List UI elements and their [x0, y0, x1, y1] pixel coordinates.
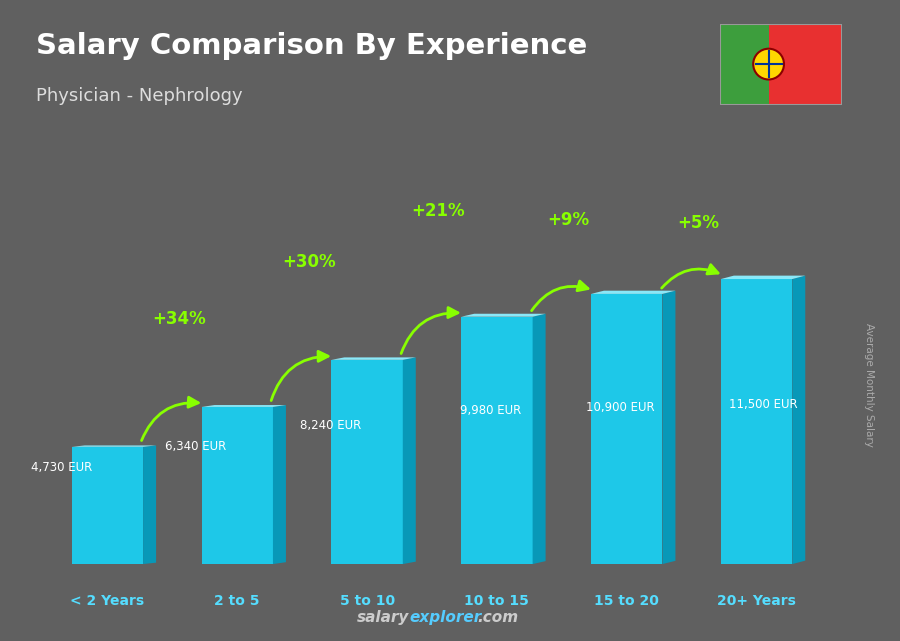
Polygon shape [72, 445, 156, 447]
Text: Average Monthly Salary: Average Monthly Salary [863, 322, 874, 447]
Polygon shape [721, 279, 792, 564]
Text: explorer: explorer [410, 610, 482, 625]
Text: 6,340 EUR: 6,340 EUR [165, 440, 226, 453]
Text: 9,980 EUR: 9,980 EUR [460, 404, 521, 417]
Text: 10,900 EUR: 10,900 EUR [586, 401, 654, 414]
Text: .com: .com [477, 610, 518, 625]
Text: +30%: +30% [282, 253, 336, 271]
Polygon shape [792, 276, 806, 564]
Polygon shape [202, 405, 286, 407]
Text: 11,500 EUR: 11,500 EUR [729, 398, 797, 411]
Polygon shape [591, 290, 675, 294]
Text: < 2 Years: < 2 Years [70, 594, 145, 608]
Text: +9%: +9% [547, 212, 590, 229]
Polygon shape [273, 405, 286, 564]
Polygon shape [331, 360, 403, 564]
Text: 4,730 EUR: 4,730 EUR [32, 462, 93, 474]
Text: Physician - Nephrology: Physician - Nephrology [36, 87, 243, 104]
Bar [769, 24, 842, 104]
Text: 20+ Years: 20+ Years [717, 594, 796, 608]
Polygon shape [403, 358, 416, 564]
Text: salary: salary [357, 610, 410, 625]
Circle shape [753, 49, 784, 79]
Text: 10 to 15: 10 to 15 [464, 594, 529, 608]
Text: 2 to 5: 2 to 5 [214, 594, 260, 608]
Text: 5 to 10: 5 to 10 [339, 594, 394, 608]
Polygon shape [721, 276, 806, 279]
Bar [720, 24, 769, 104]
Polygon shape [461, 313, 545, 317]
Polygon shape [461, 317, 533, 564]
Text: +5%: +5% [677, 214, 719, 232]
Polygon shape [533, 313, 545, 564]
Text: Salary Comparison By Experience: Salary Comparison By Experience [36, 32, 587, 60]
Text: 8,240 EUR: 8,240 EUR [300, 419, 362, 431]
Polygon shape [662, 290, 675, 564]
Text: +34%: +34% [152, 310, 206, 328]
Polygon shape [72, 447, 143, 564]
Polygon shape [331, 358, 416, 360]
Polygon shape [143, 445, 156, 564]
Text: +21%: +21% [411, 202, 465, 220]
Polygon shape [202, 407, 273, 564]
Text: 15 to 20: 15 to 20 [594, 594, 659, 608]
Polygon shape [591, 294, 662, 564]
